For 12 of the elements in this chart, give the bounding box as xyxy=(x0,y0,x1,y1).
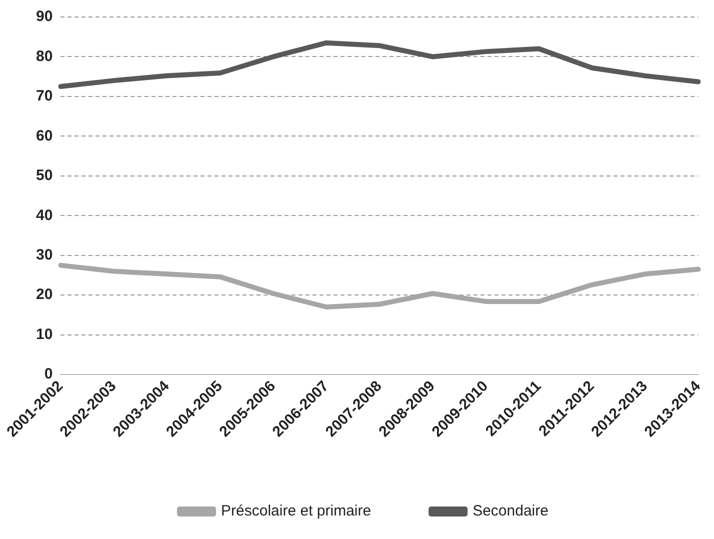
y-tick-label: 30 xyxy=(36,246,53,264)
y-tick-label: 10 xyxy=(36,326,53,343)
y-tick-label: 0 xyxy=(44,366,53,383)
legend-label: Secondaire xyxy=(472,502,548,520)
y-tick-label: 80 xyxy=(36,48,53,65)
y-tick-label: 20 xyxy=(36,286,53,304)
y-tick-label: 90 xyxy=(36,8,53,26)
y-tick-label: 50 xyxy=(36,167,53,184)
y-tick-label: 60 xyxy=(36,127,53,144)
legend-label: Préscolaire et primaire xyxy=(221,502,372,520)
y-tick-label: 70 xyxy=(36,88,53,105)
y-tick-label: 40 xyxy=(36,206,53,224)
